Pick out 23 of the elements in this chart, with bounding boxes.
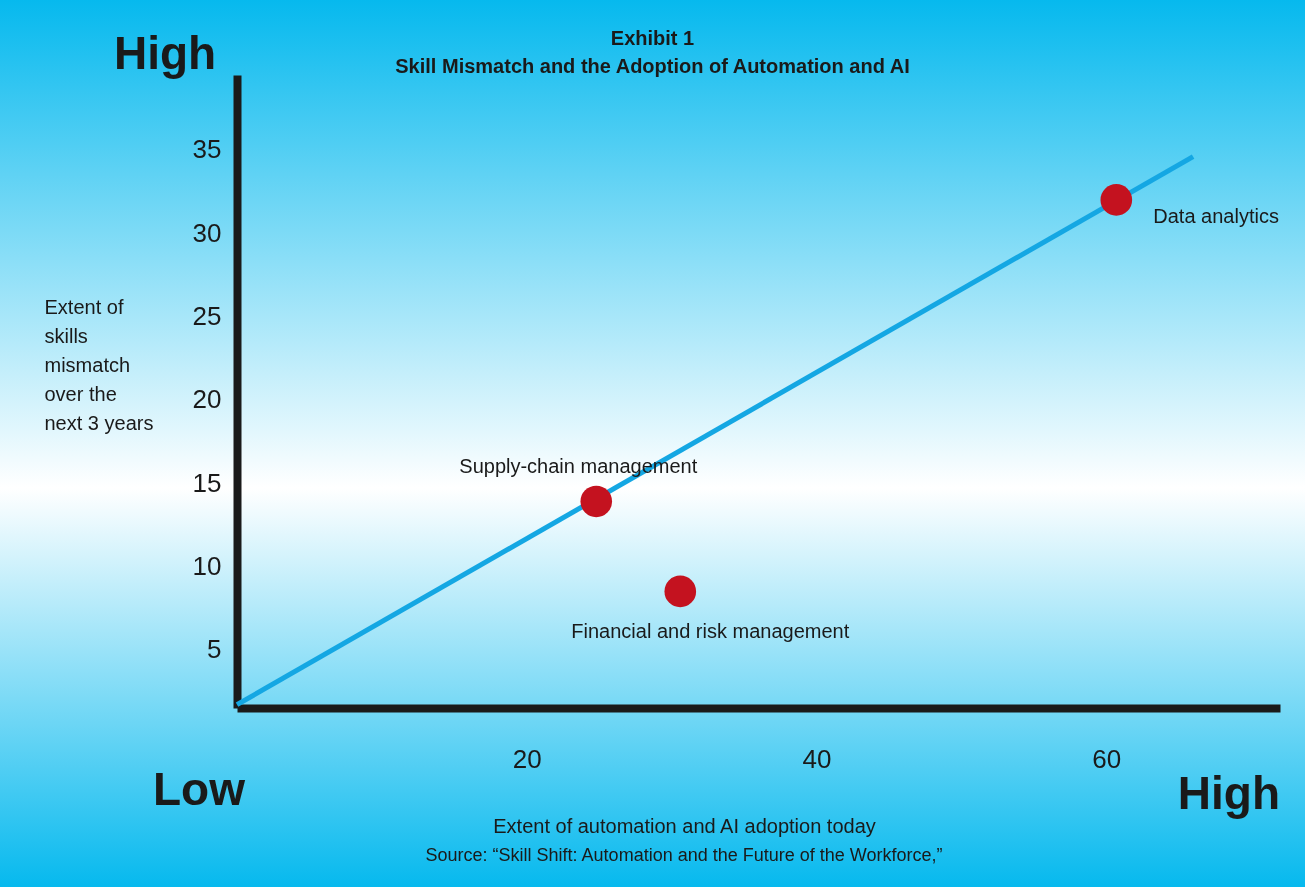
x-tick-label: 20 bbox=[512, 743, 542, 774]
y-tick-label: 15 bbox=[192, 467, 222, 498]
y-tick-label: 5 bbox=[207, 634, 222, 665]
y-tick-label: 25 bbox=[192, 301, 222, 332]
y-tick-label: 35 bbox=[192, 134, 222, 165]
text: High bbox=[1177, 767, 1280, 819]
point bbox=[580, 485, 613, 518]
source-note: Source: “Skill Shift: Automation and the Future of the Workforce,” bbox=[425, 845, 943, 865]
y-tick-label: 20 bbox=[192, 384, 222, 415]
x-tick-label: 40 bbox=[802, 743, 832, 774]
annotation: Financial and risk management bbox=[571, 620, 850, 643]
chart-subtitle: Skill Mismatch and the Adoption of Automation and AI bbox=[395, 55, 910, 77]
y-tick-label: 10 bbox=[192, 550, 222, 581]
point bbox=[664, 575, 697, 608]
chart-title: Exhibit 1 bbox=[610, 27, 695, 49]
annotation: Data analytics bbox=[1153, 204, 1279, 227]
text: Low bbox=[153, 763, 246, 815]
x-tick-label: 60 bbox=[1092, 743, 1122, 774]
text: High bbox=[113, 27, 217, 79]
x-axis-title: Extent of automation and AI adoption today bbox=[493, 814, 876, 837]
y-axis-title: Extent of skills mismatch over the next 3 years bbox=[44, 295, 154, 434]
point bbox=[1100, 184, 1133, 216]
y-tick-label: 30 bbox=[192, 217, 222, 248]
